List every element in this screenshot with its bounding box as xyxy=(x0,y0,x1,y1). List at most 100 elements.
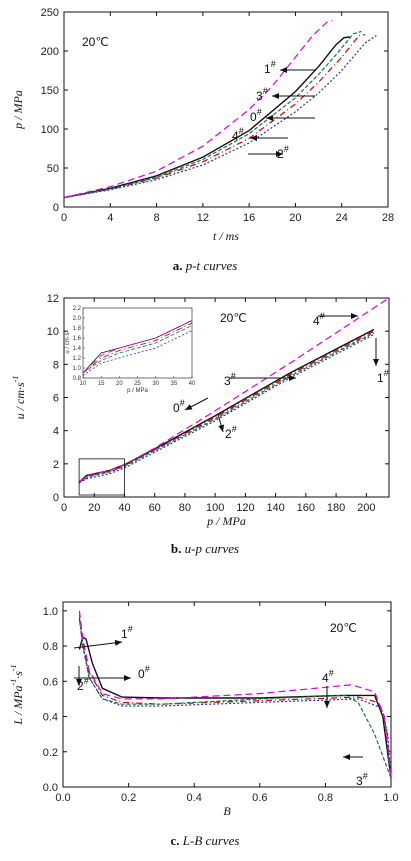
x-tick-label: 24 xyxy=(336,212,348,224)
series-annotation-2: 2# xyxy=(277,144,289,161)
x-tick-label: 1.0 xyxy=(383,792,398,804)
series-annotation-1-sup: # xyxy=(384,368,389,378)
inset-plot: 10 15 20 25 30 35 40 0.8 1.0 1.2 1.4 1.6 1.8 2.0 2.2 p … xyxy=(65,306,196,394)
figure-caption: a. p-t curves xyxy=(173,258,238,273)
y-tick-label: 100 xyxy=(41,124,59,136)
series-annotation-4-text: 4 xyxy=(313,314,320,328)
y-tick-label: 0.8 xyxy=(43,641,58,653)
x-tick-label: 4 xyxy=(107,212,113,224)
chart-c: 0.0 0.2 0.4 0.6 0.8 1.0 0.0 0.2 0.4 0.6 0.8 1.0 B L /… xyxy=(9,601,399,848)
y-tick-label: 6 xyxy=(53,393,59,405)
condition-label: 20℃ xyxy=(330,621,357,635)
x-tick-label: 28 xyxy=(382,212,394,224)
y-axis-label-tail: ·s xyxy=(11,671,25,679)
series-annotation-3-text: 3 xyxy=(256,89,263,103)
series-annotation-1-sup: # xyxy=(128,624,133,634)
x-tick-label: 200 xyxy=(357,502,375,514)
y-axis-label: u / cm·s-1 xyxy=(11,376,27,420)
y-tick-label: 1.0 xyxy=(43,606,58,618)
series-annotation-3: 3# xyxy=(356,771,368,788)
inset-y-tick-label: 2.0 xyxy=(73,316,82,322)
x-tick-label: 0.4 xyxy=(187,792,202,804)
series-annotation-4: 4# xyxy=(232,126,244,143)
y-tick-label: 0 xyxy=(53,492,59,504)
x-tick-label: 0 xyxy=(61,502,67,514)
x-tick-label: 0 xyxy=(61,212,67,224)
inset-y-tick-label: 1.6 xyxy=(73,336,82,342)
caption-text: p-t curves xyxy=(185,258,238,273)
series-annotation-4-text: 4 xyxy=(322,671,329,685)
inset-y-axis-label: u / cm·s xyxy=(65,332,71,353)
condition-label: 20℃ xyxy=(220,311,247,325)
x-tick-label: 20 xyxy=(289,212,301,224)
y-axis-label-sup: -1 xyxy=(9,679,18,686)
series-annotation-2-sup: # xyxy=(232,424,237,434)
series-annotation-4: 4# xyxy=(322,668,334,685)
x-tick-label: 40 xyxy=(118,502,130,514)
y-tick-label: 250 xyxy=(41,7,59,19)
y-tick-label: 0.0 xyxy=(43,782,58,794)
series-annotation-0: 0# xyxy=(138,664,150,681)
y-axis-label: L / MPa-1·s-1 xyxy=(9,664,25,725)
series-annotation-0-text: 0 xyxy=(250,110,257,124)
y-tick-label: 10 xyxy=(47,326,59,338)
series-annotation-1: 1# xyxy=(377,368,389,385)
series-annotation-3-sup: # xyxy=(363,771,368,781)
series-line-4 xyxy=(63,20,333,199)
inset-x-tick-label: 25 xyxy=(134,381,141,387)
series-annotation-4-sup: # xyxy=(239,126,244,136)
series-annotation-4-text: 4 xyxy=(232,129,239,143)
x-tick-label: 140 xyxy=(266,502,284,514)
series-annotation-1-text: 1 xyxy=(264,62,271,76)
x-tick-label: 0.8 xyxy=(318,792,333,804)
inset-y-tick-label: 1.0 xyxy=(73,366,82,372)
x-tick-label: 120 xyxy=(236,502,254,514)
inset-series-4 xyxy=(82,320,193,374)
series-annotation-2-text: 2 xyxy=(77,679,84,693)
series-annotation-4-sup: # xyxy=(329,668,334,678)
x-tick-label: 20 xyxy=(88,502,100,514)
series-annotation-1: 1# xyxy=(121,624,133,641)
y-tick-label: 0.6 xyxy=(43,676,58,688)
y-axis-label-text: p / MPa xyxy=(11,90,25,130)
annotation-arrow xyxy=(217,413,225,433)
inset-x-tick-label: 35 xyxy=(170,381,177,387)
inset-x-tick-label: 40 xyxy=(189,381,196,387)
series-annotation-4: 4# xyxy=(313,311,325,328)
series-annotation-3: 3# xyxy=(256,86,268,103)
y-tick-label: 0 xyxy=(53,202,59,214)
x-tick-label: 100 xyxy=(206,502,224,514)
y-tick-label: 0.2 xyxy=(43,747,58,759)
inset-x-tick-label: 10 xyxy=(80,381,87,387)
x-tick-label: 16 xyxy=(243,212,255,224)
figure-caption: b. u-p curves xyxy=(171,541,239,556)
inset-x-tick-label: 20 xyxy=(116,381,123,387)
inset-y-tick-label: 1.8 xyxy=(73,326,82,332)
x-tick-label: 80 xyxy=(179,502,191,514)
caption-letter: c. xyxy=(171,833,183,848)
zoom-box xyxy=(78,458,125,496)
caption-letter: a. xyxy=(173,258,186,273)
inset-y-tick-label: 1.4 xyxy=(73,346,82,352)
y-axis-label-tail-sup: -1 xyxy=(9,664,18,671)
x-axis-label: B xyxy=(223,804,231,818)
series-annotation-0-text: 0 xyxy=(138,667,145,681)
series-annotation-0-sup: # xyxy=(257,107,262,117)
y-tick-label: 0.4 xyxy=(43,712,58,724)
series-annotation-1-sup: # xyxy=(271,59,276,69)
inset-y-tick-label: 0.8 xyxy=(73,376,82,382)
y-tick-label: 200 xyxy=(41,46,59,58)
y-axis-label: p / MPa xyxy=(11,90,25,130)
series-annotation-3: 3# xyxy=(224,371,236,388)
series-line-2 xyxy=(78,619,392,779)
series-annotation-2-text: 2 xyxy=(225,427,232,441)
y-tick-label: 12 xyxy=(47,293,59,305)
series-annotation-2: 2# xyxy=(225,424,237,441)
series-annotation-1: 1# xyxy=(264,59,276,76)
x-tick-label: 12 xyxy=(197,212,209,224)
x-tick-label: 0.2 xyxy=(121,792,136,804)
figure-caption: c. L-B curves xyxy=(171,833,240,848)
series-annotation-0: 0# xyxy=(173,398,185,415)
